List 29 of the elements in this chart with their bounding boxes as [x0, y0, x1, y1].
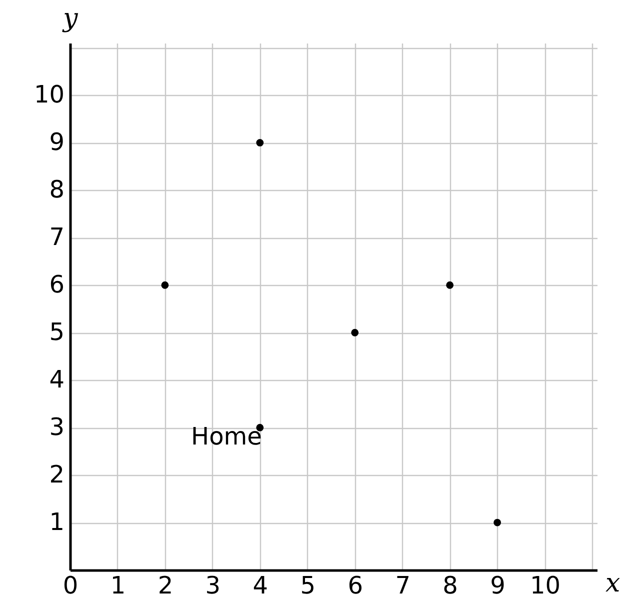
x-axis-title: x — [606, 568, 620, 598]
x-tick-label: 10 — [530, 572, 561, 600]
y-tick-label: 5 — [49, 318, 64, 346]
x-tick-label: 5 — [300, 572, 316, 600]
x-tick-label: 9 — [490, 572, 506, 600]
x-tick-label: 8 — [442, 572, 458, 600]
point — [351, 328, 359, 336]
x-tick-label: 2 — [158, 572, 174, 600]
point — [161, 281, 169, 289]
point — [494, 518, 502, 526]
x-tick-label: 0 — [62, 572, 78, 600]
y-axis-title: y — [62, 4, 78, 34]
y-tick-label: 10 — [34, 80, 64, 109]
x-tick-label: 6 — [348, 572, 364, 600]
point — [446, 281, 454, 289]
y-tick-label: 8 — [49, 176, 64, 204]
y-tick-label: 3 — [49, 413, 64, 442]
x-tick-label: 3 — [205, 572, 221, 600]
y-tick-label: 4 — [49, 366, 64, 394]
point — [256, 139, 264, 146]
x-tick-label: 7 — [395, 572, 410, 600]
x-tick-label: 1 — [110, 572, 126, 600]
y-tick-label: 1 — [49, 508, 64, 536]
y-tick-label: 2 — [49, 460, 64, 489]
annotation: Home — [191, 422, 262, 451]
y-tick-label: 6 — [49, 270, 64, 299]
y-tick-label: 9 — [49, 128, 64, 156]
y-tick-label: 7 — [49, 223, 64, 252]
x-tick-label: 4 — [252, 572, 268, 600]
